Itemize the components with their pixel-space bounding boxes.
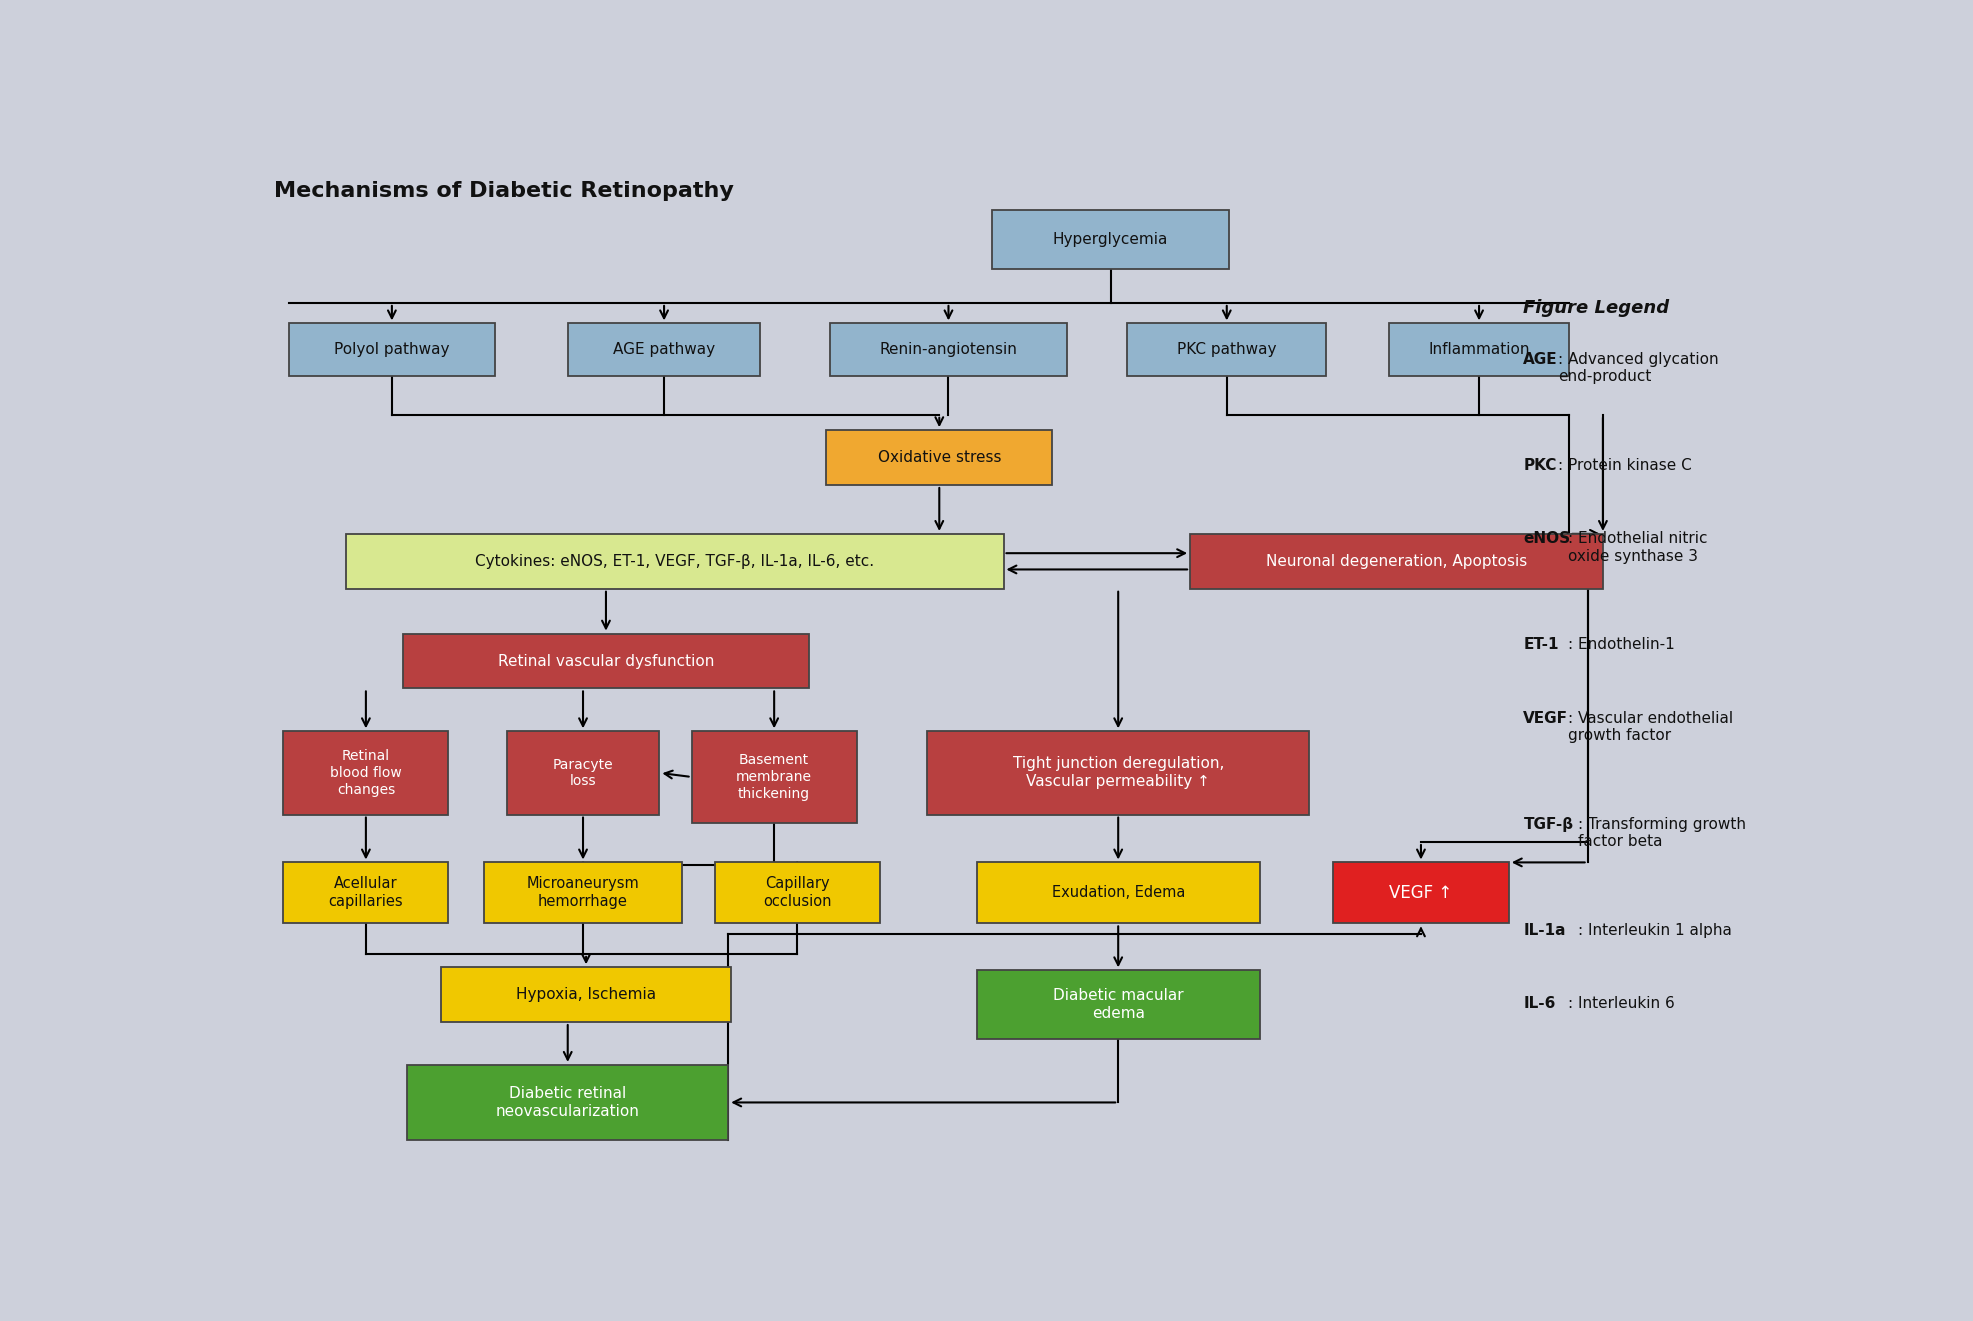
Text: Hypoxia, Ischemia: Hypoxia, Ischemia	[517, 987, 657, 1003]
Text: Neuronal degeneration, Apoptosis: Neuronal degeneration, Apoptosis	[1267, 553, 1527, 569]
Text: AGE pathway: AGE pathway	[614, 342, 714, 357]
FancyBboxPatch shape	[827, 431, 1052, 485]
Text: : Interleukin 6: : Interleukin 6	[1569, 996, 1675, 1012]
Text: Acellular
capillaries: Acellular capillaries	[329, 876, 402, 909]
Text: Retinal vascular dysfunction: Retinal vascular dysfunction	[497, 654, 714, 668]
FancyBboxPatch shape	[977, 863, 1259, 923]
Text: PKC: PKC	[1523, 458, 1557, 473]
FancyBboxPatch shape	[284, 732, 448, 815]
FancyBboxPatch shape	[1127, 324, 1326, 376]
Text: : Endothelial nitric
oxide synthase 3: : Endothelial nitric oxide synthase 3	[1569, 531, 1707, 564]
Text: Basement
membrane
thickening: Basement membrane thickening	[736, 753, 813, 801]
Text: Diabetic macular
edema: Diabetic macular edema	[1054, 988, 1184, 1021]
Text: ET-1: ET-1	[1523, 638, 1559, 653]
FancyBboxPatch shape	[345, 534, 1004, 589]
FancyBboxPatch shape	[1334, 863, 1509, 923]
Text: Renin-angiotensin: Renin-angiotensin	[880, 342, 1018, 357]
FancyBboxPatch shape	[927, 732, 1310, 815]
FancyBboxPatch shape	[992, 210, 1229, 269]
Text: : Endothelin-1: : Endothelin-1	[1569, 638, 1675, 653]
Text: Inflammation: Inflammation	[1428, 342, 1529, 357]
Text: Diabetic retinal
neovascularization: Diabetic retinal neovascularization	[495, 1086, 639, 1119]
Text: : Interleukin 1 alpha: : Interleukin 1 alpha	[1578, 923, 1732, 938]
Text: Exudation, Edema: Exudation, Edema	[1052, 885, 1186, 901]
FancyBboxPatch shape	[1190, 534, 1602, 589]
Text: Microaneurysm
hemorrhage: Microaneurysm hemorrhage	[527, 876, 639, 909]
FancyBboxPatch shape	[977, 970, 1259, 1040]
Text: : Vascular endothelial
growth factor: : Vascular endothelial growth factor	[1569, 711, 1732, 742]
FancyBboxPatch shape	[440, 967, 732, 1022]
Text: Polyol pathway: Polyol pathway	[333, 342, 450, 357]
FancyBboxPatch shape	[714, 863, 880, 923]
FancyBboxPatch shape	[693, 732, 856, 823]
Text: Hyperglycemia: Hyperglycemia	[1054, 232, 1168, 247]
FancyBboxPatch shape	[568, 324, 760, 376]
Text: PKC pathway: PKC pathway	[1178, 342, 1277, 357]
FancyBboxPatch shape	[284, 863, 448, 923]
FancyBboxPatch shape	[402, 634, 809, 688]
Text: VEGF: VEGF	[1523, 711, 1569, 725]
Text: TGF-β: TGF-β	[1523, 816, 1574, 832]
FancyBboxPatch shape	[288, 324, 495, 376]
Text: : Advanced glycation
end-product: : Advanced glycation end-product	[1559, 351, 1718, 384]
Text: Capillary
occlusion: Capillary occlusion	[764, 876, 831, 909]
Text: Mechanisms of Diabetic Retinopathy: Mechanisms of Diabetic Retinopathy	[274, 181, 734, 201]
FancyBboxPatch shape	[831, 324, 1067, 376]
FancyBboxPatch shape	[1389, 324, 1569, 376]
FancyBboxPatch shape	[406, 1065, 728, 1140]
FancyBboxPatch shape	[483, 863, 683, 923]
Text: : Protein kinase C: : Protein kinase C	[1559, 458, 1691, 473]
Text: : Transforming growth
factor beta: : Transforming growth factor beta	[1578, 816, 1746, 849]
Text: VEGF ↑: VEGF ↑	[1389, 884, 1452, 902]
Text: Retinal
blood flow
changes: Retinal blood flow changes	[329, 749, 402, 797]
FancyBboxPatch shape	[507, 732, 659, 815]
Text: Paracyte
loss: Paracyte loss	[552, 757, 614, 789]
Text: AGE: AGE	[1523, 351, 1559, 367]
Text: IL-6: IL-6	[1523, 996, 1557, 1012]
Text: Figure Legend: Figure Legend	[1523, 299, 1669, 317]
Text: Tight junction deregulation,
Vascular permeability ↑: Tight junction deregulation, Vascular pe…	[1012, 757, 1223, 790]
Text: IL-1a: IL-1a	[1523, 923, 1567, 938]
Text: eNOS: eNOS	[1523, 531, 1571, 546]
Text: Oxidative stress: Oxidative stress	[878, 450, 1000, 465]
Text: Cytokines: eNOS, ET-1, VEGF, TGF-β, IL-1a, IL-6, etc.: Cytokines: eNOS, ET-1, VEGF, TGF-β, IL-1…	[475, 553, 874, 569]
